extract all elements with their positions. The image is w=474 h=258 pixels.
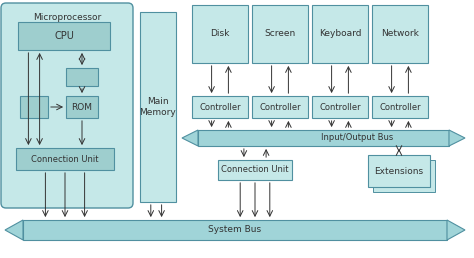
Bar <box>20 96 48 118</box>
FancyBboxPatch shape <box>1 3 133 208</box>
Text: Controller: Controller <box>199 102 241 111</box>
Bar <box>252 96 308 118</box>
Bar <box>198 130 449 146</box>
Text: System Bus: System Bus <box>209 225 262 235</box>
Text: Controller: Controller <box>259 102 301 111</box>
Bar <box>66 68 98 86</box>
Bar <box>140 12 176 202</box>
Bar <box>218 160 292 180</box>
Polygon shape <box>182 130 198 146</box>
Bar <box>192 96 248 118</box>
Text: Main
Memory: Main Memory <box>140 97 176 117</box>
Text: Keyboard: Keyboard <box>319 29 361 38</box>
Text: ROM: ROM <box>72 102 92 111</box>
Bar <box>252 5 308 63</box>
Text: Input/Output Bus: Input/Output Bus <box>321 133 393 142</box>
Polygon shape <box>449 130 465 146</box>
Polygon shape <box>5 220 23 240</box>
Bar <box>16 148 114 170</box>
Text: Microprocessor: Microprocessor <box>33 12 101 21</box>
Bar <box>312 5 368 63</box>
Text: Controller: Controller <box>379 102 421 111</box>
Text: Connection Unit: Connection Unit <box>221 165 289 174</box>
Bar <box>18 22 110 50</box>
Polygon shape <box>447 220 465 240</box>
Text: CPU: CPU <box>54 31 74 41</box>
Bar <box>372 96 428 118</box>
Text: Screen: Screen <box>264 29 296 38</box>
Bar <box>66 96 98 118</box>
Bar <box>23 220 447 240</box>
Bar <box>372 5 428 63</box>
Text: Connection Unit: Connection Unit <box>31 155 99 164</box>
Text: Network: Network <box>381 29 419 38</box>
Text: Extensions: Extensions <box>374 166 424 175</box>
Bar <box>368 155 430 187</box>
Text: Disk: Disk <box>210 29 230 38</box>
Text: Controller: Controller <box>319 102 361 111</box>
Bar <box>192 5 248 63</box>
Bar <box>312 96 368 118</box>
Bar <box>373 160 435 192</box>
